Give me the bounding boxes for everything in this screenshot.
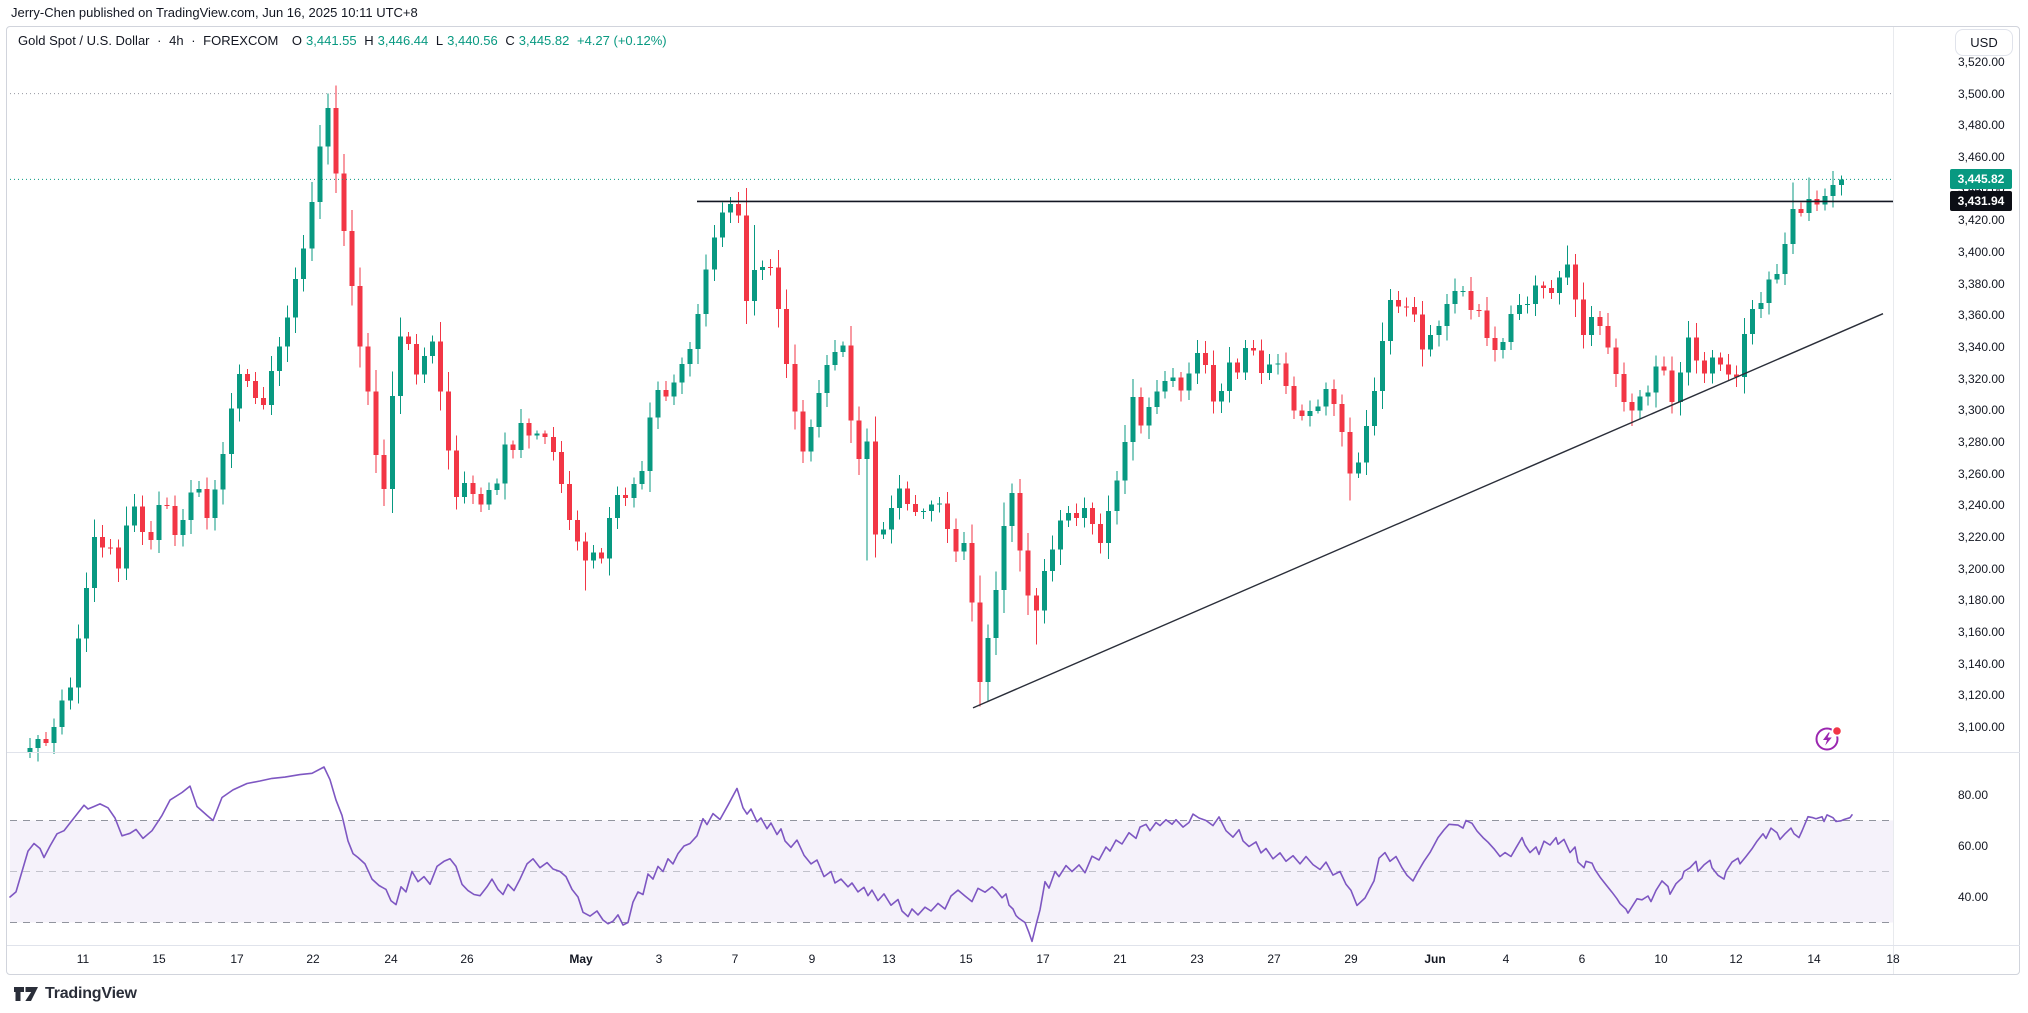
flash-publish-icon[interactable] xyxy=(1812,722,1844,754)
price-tick: 3,240.00 xyxy=(1958,498,2005,513)
time-tick: 3 xyxy=(655,952,663,966)
tradingview-logo-icon xyxy=(14,987,38,1001)
close-label: C xyxy=(505,33,515,48)
price-tick: 3,260.00 xyxy=(1958,466,2005,481)
low-value: 3,440.56 xyxy=(447,33,498,48)
price-tick: 3,480.00 xyxy=(1958,118,2005,133)
rsi-tick: 80.00 xyxy=(1958,788,1989,802)
rsi-tick: 60.00 xyxy=(1958,839,1989,853)
price-tick: 3,160.00 xyxy=(1958,624,2005,639)
low-label: L xyxy=(435,33,444,48)
close-value: 3,445.82 xyxy=(518,33,570,48)
time-tick: 15 xyxy=(152,952,166,966)
price-tick: 3,220.00 xyxy=(1958,529,2005,544)
time-tick: 26 xyxy=(460,952,474,966)
time-tick: 7 xyxy=(731,952,739,966)
symbol-header: Gold Spot / U.S. Dollar · 4h · FOREXCOM … xyxy=(18,33,675,48)
price-tick: 3,500.00 xyxy=(1958,86,2005,101)
price-tick: 3,100.00 xyxy=(1958,719,2005,734)
price-tick: 3,320.00 xyxy=(1958,371,2005,386)
rsi-band xyxy=(10,820,1893,923)
tradingview-wordmark: TradingView xyxy=(45,985,137,1002)
time-tick: 23 xyxy=(1190,952,1204,966)
separator-dot: · xyxy=(191,33,196,48)
tradingview-logo[interactable]: TradingView xyxy=(13,984,137,1004)
time-tick: 10 xyxy=(1654,952,1668,966)
time-tick: 12 xyxy=(1729,952,1743,966)
price-tick: 3,120.00 xyxy=(1958,688,2005,703)
high-value: 3,446.44 xyxy=(377,33,429,48)
price-tick: 3,460.00 xyxy=(1958,149,2005,164)
time-tick: 27 xyxy=(1267,952,1281,966)
symbol-title: Gold Spot / U.S. Dollar xyxy=(18,33,150,48)
publish-attribution: Jerry-Chen published on TradingView.com,… xyxy=(11,5,418,20)
price-scale-separator xyxy=(1893,27,1894,974)
price-tick: 3,360.00 xyxy=(1958,308,2005,323)
price-tick: 3,300.00 xyxy=(1958,403,2005,418)
price-tick: 3,400.00 xyxy=(1958,244,2005,259)
time-tick: 6 xyxy=(1578,952,1586,966)
current-price-badge: 3,445.82 xyxy=(1950,169,2012,190)
price-tick: 3,180.00 xyxy=(1958,593,2005,608)
time-axis-separator xyxy=(7,945,2020,946)
time-tick: 29 xyxy=(1344,952,1358,966)
interval-label: 4h xyxy=(169,33,184,48)
currency-toggle-button[interactable]: USD xyxy=(1955,29,2013,56)
open-value: 3,441.55 xyxy=(306,33,357,48)
rsi-line xyxy=(9,766,1853,943)
time-tick: 9 xyxy=(808,952,816,966)
price-tick: 3,140.00 xyxy=(1958,656,2005,671)
chart-frame xyxy=(6,26,2020,975)
time-tick: Jun xyxy=(1424,952,1446,966)
time-tick: 13 xyxy=(882,952,896,966)
time-tick: 14 xyxy=(1807,952,1821,966)
open-label: O xyxy=(291,33,303,48)
price-tick: 3,280.00 xyxy=(1958,434,2005,449)
time-tick: 17 xyxy=(1036,952,1050,966)
rsi-tick: 40.00 xyxy=(1958,890,1989,904)
separator-dot: · xyxy=(157,33,162,48)
price-tick: 3,340.00 xyxy=(1958,339,2005,354)
pane-separator[interactable] xyxy=(7,752,2020,753)
price-tick: 3,380.00 xyxy=(1958,276,2005,291)
time-tick: 18 xyxy=(1886,952,1900,966)
price-tick: 3,200.00 xyxy=(1958,561,2005,576)
exchange-label: FOREXCOM xyxy=(203,33,279,48)
time-tick: 11 xyxy=(76,952,90,966)
time-tick: 15 xyxy=(959,952,973,966)
trendline-drawing[interactable] xyxy=(972,313,1884,709)
time-tick: May xyxy=(569,952,593,966)
time-tick: 17 xyxy=(230,952,244,966)
time-tick: 24 xyxy=(384,952,398,966)
time-tick: 4 xyxy=(1502,952,1510,966)
price-tick: 3,420.00 xyxy=(1958,213,2005,228)
high-label: H xyxy=(364,33,374,48)
price-tick: 3,520.00 xyxy=(1958,55,2005,69)
ray-price-badge: 3,431.94 xyxy=(1950,191,2012,212)
candlestick-series xyxy=(27,85,1844,762)
time-tick: 22 xyxy=(306,952,320,966)
time-tick: 21 xyxy=(1113,952,1127,966)
change-value: +4.27 (+0.12%) xyxy=(576,33,667,48)
